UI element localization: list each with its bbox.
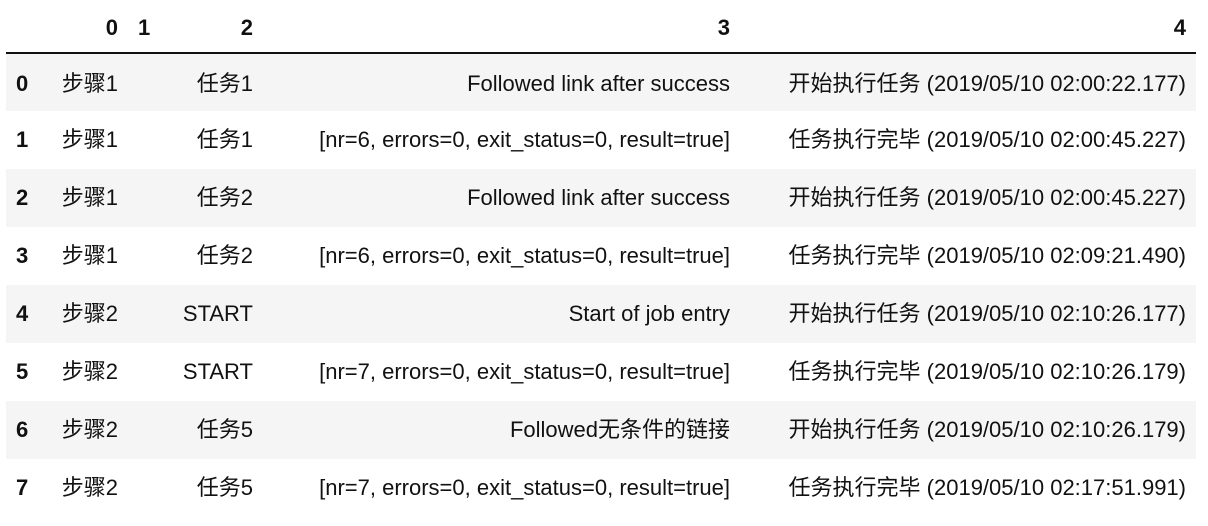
cell-status: 任务执行完毕 (2019/05/10 02:00:45.227) [788, 127, 1186, 152]
cell-task: 任务2 [196, 185, 253, 210]
cell-step: 步骤2 [61, 301, 118, 326]
cell-status: 开始执行任务 (2019/05/10 02:00:45.227) [788, 185, 1186, 210]
cell-status: 开始执行任务 (2019/05/10 02:00:22.177) [788, 70, 1186, 96]
table-row: 4 步骤2 START Start of job entry 开始执行任务 (2… [6, 285, 1196, 343]
row-index: 4 [16, 301, 29, 326]
table-header: 0 1 2 3 4 [6, 4, 1196, 54]
cell-step: 步骤1 [61, 243, 118, 268]
cell-status: 任务执行完毕 (2019/05/10 02:10:26.179) [788, 359, 1186, 384]
cell-step: 步骤2 [61, 359, 118, 384]
cell-message: [nr=7, errors=0, exit_status=0, result=t… [319, 359, 730, 384]
cell-status: 开始执行任务 (2019/05/10 02:10:26.177) [788, 301, 1186, 326]
row-index: 3 [16, 243, 29, 268]
cell-message: Followed link after success [467, 185, 730, 210]
cell-step: 步骤1 [61, 70, 118, 96]
table-row: 6 步骤2 任务5 Followed无条件的链接 开始执行任务 (2019/05… [6, 401, 1196, 459]
cell-task: 任务5 [196, 475, 253, 500]
table-row: 0 步骤1 任务1 Followed link after success 开始… [6, 53, 1196, 111]
table-body: 0 步骤1 任务1 Followed link after success 开始… [6, 53, 1196, 517]
cell-status: 开始执行任务 (2019/05/10 02:10:26.179) [788, 417, 1186, 442]
header-row: 0 1 2 3 4 [6, 4, 1196, 54]
row-index: 6 [16, 417, 29, 442]
cell-task: 任务5 [196, 417, 253, 442]
cell-step: 步骤2 [61, 417, 118, 442]
header-col-3: 3 [263, 4, 740, 54]
cell-message: [nr=6, errors=0, exit_status=0, result=t… [319, 243, 730, 268]
header-col-4: 4 [740, 4, 1196, 54]
cell-message: Start of job entry [568, 301, 730, 326]
table-row: 2 步骤1 任务2 Followed link after success 开始… [6, 169, 1196, 227]
header-col-0: 0 [46, 4, 128, 54]
table-row: 5 步骤2 START [nr=7, errors=0, exit_status… [6, 343, 1196, 401]
cell-status: 任务执行完毕 (2019/05/10 02:17:51.991) [788, 475, 1186, 500]
row-index: 5 [16, 359, 29, 384]
cell-task: 任务2 [196, 243, 253, 268]
row-index: 1 [16, 127, 29, 152]
dataframe-table: 0 1 2 3 4 0 步骤1 任务1 Followed link after … [6, 4, 1196, 517]
cell-task: START [182, 301, 253, 326]
cell-step: 步骤1 [61, 127, 118, 152]
header-index [6, 4, 46, 54]
table-row: 7 步骤2 任务5 [nr=7, errors=0, exit_status=0… [6, 459, 1196, 517]
row-index: 0 [16, 70, 29, 96]
cell-task: 任务1 [196, 70, 253, 96]
cell-message: [nr=7, errors=0, exit_status=0, result=t… [319, 475, 730, 500]
table-row: 1 步骤1 任务1 [nr=6, errors=0, exit_status=0… [6, 111, 1196, 169]
cell-task: START [182, 359, 253, 384]
cell-message: [nr=6, errors=0, exit_status=0, result=t… [319, 127, 730, 152]
header-col-2: 2 [128, 4, 263, 54]
cell-task: 任务1 [196, 127, 253, 152]
cell-step: 步骤2 [61, 475, 118, 500]
table-row: 3 步骤1 任务2 [nr=6, errors=0, exit_status=0… [6, 227, 1196, 285]
cell-message: Followed link after success [467, 70, 730, 96]
row-index: 2 [16, 185, 29, 210]
cell-status: 任务执行完毕 (2019/05/10 02:09:21.490) [788, 243, 1186, 268]
row-index: 7 [16, 475, 29, 500]
cell-message: Followed无条件的链接 [509, 417, 730, 442]
cell-step: 步骤1 [61, 185, 118, 210]
